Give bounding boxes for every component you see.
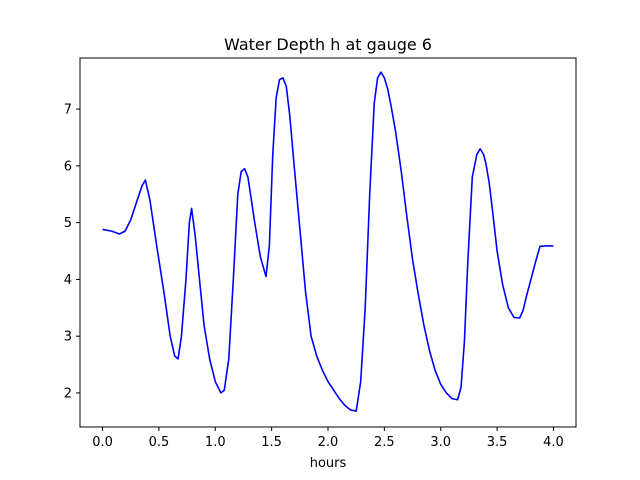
x-tick-label: 3.0 — [430, 435, 451, 450]
y-tick-label: 4 — [64, 273, 72, 288]
y-tick-label: 7 — [64, 103, 72, 118]
y-tick-label: 5 — [64, 216, 72, 231]
x-tick-label: 0.5 — [149, 435, 170, 450]
y-axis: 2 3 4 5 6 7 — [64, 103, 80, 401]
y-tick-label: 2 — [64, 386, 72, 401]
x-axis-label: hours — [310, 456, 347, 471]
x-tick-label: 0.0 — [92, 435, 113, 450]
x-tick-label: 1.0 — [205, 435, 226, 450]
y-tick-label: 3 — [64, 330, 72, 345]
plot-area — [102, 71, 554, 412]
chart-title: Water Depth h at gauge 6 — [224, 35, 432, 54]
x-axis: 0.0 0.5 1.0 1.5 2.0 2.5 3.0 3.5 4.0 — [92, 427, 564, 450]
y-tick-label: 6 — [64, 159, 72, 174]
series-line-0 — [102, 71, 554, 412]
axes-frame — [79, 57, 577, 428]
x-tick-label: 1.5 — [261, 435, 282, 450]
x-tick-label: 2.5 — [374, 435, 395, 450]
x-tick-label: 4.0 — [543, 435, 564, 450]
x-tick-label: 3.5 — [487, 435, 508, 450]
x-tick-label: 2.0 — [318, 435, 339, 450]
